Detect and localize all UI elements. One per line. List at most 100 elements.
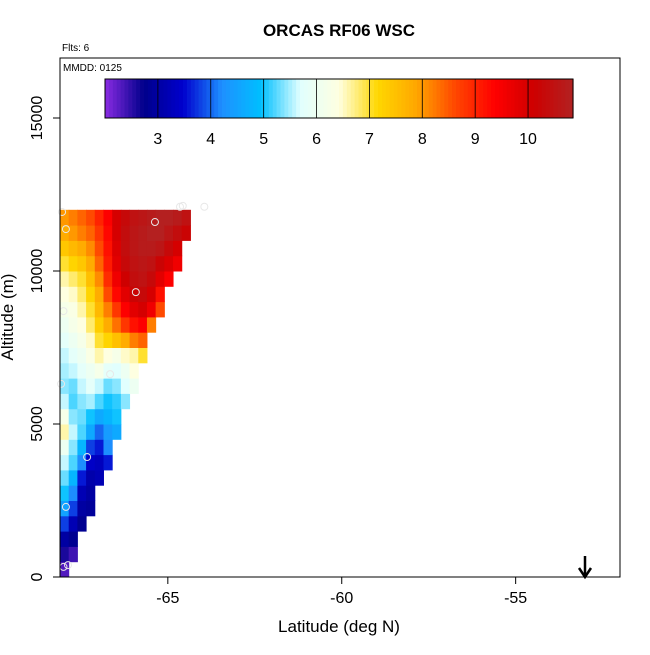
cell — [103, 424, 113, 440]
colorbar-step — [420, 79, 426, 118]
cell — [68, 209, 78, 226]
cell — [155, 209, 165, 226]
cell — [120, 271, 131, 287]
cell — [77, 408, 87, 425]
cell — [60, 500, 70, 517]
plot-frame — [59, 57, 621, 578]
cell — [86, 500, 96, 517]
cell — [68, 439, 78, 456]
cell — [129, 378, 139, 394]
colorbar-step — [280, 79, 285, 118]
cell — [112, 301, 122, 318]
cell — [86, 255, 96, 272]
colorbar-step — [202, 79, 207, 118]
cell — [68, 393, 78, 410]
cell — [112, 332, 122, 349]
colorbar-step — [303, 79, 309, 118]
colorbar-step — [132, 79, 137, 118]
cell — [68, 424, 78, 440]
colorbar-step — [378, 79, 383, 118]
flight-point — [64, 561, 72, 570]
cell — [155, 286, 165, 303]
cell — [94, 209, 104, 226]
colorbar-step — [190, 79, 196, 118]
colorbar-step — [350, 79, 356, 118]
colorbar-step — [206, 79, 211, 118]
colorbar-step — [179, 79, 184, 118]
colorbar-step — [561, 79, 566, 118]
colorbar-tick-label: 9 — [471, 131, 480, 148]
cell — [77, 332, 87, 349]
colorbar-step — [144, 79, 149, 118]
cell — [103, 378, 113, 394]
cell — [68, 255, 78, 272]
colorbar-step — [296, 79, 301, 118]
cell — [112, 378, 122, 394]
cell — [103, 454, 113, 471]
cell — [112, 225, 122, 241]
cell — [112, 362, 122, 379]
cell — [138, 240, 148, 257]
cell — [155, 240, 165, 257]
cell — [146, 209, 157, 226]
cell — [164, 271, 174, 287]
chart-title: ORCAS RF06 WSC — [263, 21, 415, 40]
colorbar-step — [436, 79, 441, 118]
colorbar-step — [315, 79, 321, 118]
colorbar-step — [128, 79, 133, 118]
cell — [120, 362, 131, 379]
cell — [68, 271, 78, 287]
cell — [60, 225, 70, 241]
colorbar-step — [272, 79, 278, 118]
cell — [77, 301, 87, 318]
cell — [94, 225, 104, 241]
colorbar-step — [175, 79, 180, 118]
colorbar-step — [171, 79, 176, 118]
colorbar-step — [475, 79, 480, 118]
cell — [94, 316, 104, 333]
colorbar-step — [479, 79, 484, 118]
colorbar-tick-label: 5 — [259, 131, 268, 148]
flight-point — [57, 379, 66, 388]
colorbar-step — [264, 79, 270, 118]
cell — [68, 286, 78, 303]
cell — [173, 255, 183, 272]
colorbar-step — [463, 79, 469, 118]
flight-point — [106, 370, 115, 379]
colorbar-step — [124, 79, 129, 118]
cell — [129, 209, 139, 226]
cell — [77, 286, 87, 303]
colorbar-step — [108, 79, 114, 118]
cell — [94, 378, 104, 394]
colorbar-step — [335, 79, 340, 118]
cell — [138, 316, 148, 333]
cell — [112, 424, 122, 440]
cell — [68, 347, 78, 364]
heatmap — [60, 209, 191, 578]
cell — [146, 286, 157, 303]
cell — [60, 255, 70, 272]
colorbar-step — [167, 79, 172, 118]
cell — [86, 454, 96, 471]
cell — [68, 332, 78, 349]
cell — [120, 255, 131, 272]
colorbar-step — [467, 79, 473, 118]
flight-point — [200, 202, 209, 211]
colorbar-step — [424, 79, 430, 118]
cell — [138, 271, 148, 287]
cell — [112, 347, 122, 364]
cell — [146, 301, 157, 318]
cell — [112, 255, 122, 272]
colorbar-step — [502, 79, 508, 118]
cell — [68, 515, 78, 532]
cell — [68, 454, 78, 471]
cell — [120, 286, 131, 303]
cell — [129, 362, 139, 379]
flight-points — [57, 201, 209, 571]
cell — [138, 209, 148, 226]
cell — [77, 240, 87, 257]
colorbar-step — [366, 79, 371, 118]
cell — [68, 531, 78, 547]
colorbar-step — [198, 79, 204, 118]
